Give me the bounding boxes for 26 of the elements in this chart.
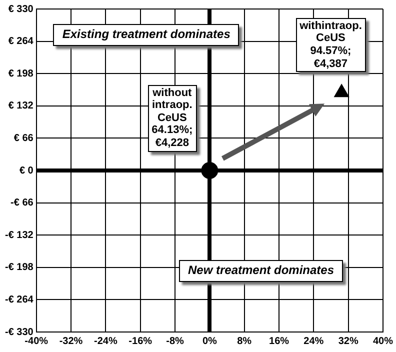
y-tick-label: € 132	[8, 100, 34, 112]
y-tick-label: € 0	[19, 165, 34, 176]
x-tick-label: 16%	[268, 336, 290, 347]
y-tick-label: € 264	[8, 36, 34, 48]
x-tick-label: -16%	[128, 336, 152, 347]
y-tick-label: € 198	[8, 68, 34, 80]
y-tick-label: -€ 66	[10, 198, 34, 209]
y-tick-label: -€ 132	[4, 230, 34, 241]
x-tick-label: 32%	[338, 336, 358, 347]
x-tick-label: -40%	[24, 336, 48, 347]
y-tick-label: € 330	[8, 4, 34, 15]
y-tick-label: -€ 198	[4, 262, 34, 274]
x-tick-label: -32%	[59, 336, 83, 347]
x-tick-label: 0%	[202, 336, 218, 347]
x-tick-label: -24%	[94, 336, 118, 347]
x-tick-label: 8%	[237, 336, 252, 347]
y-tick-label: -€ 330	[4, 326, 34, 338]
x-tick-label: -8%	[166, 336, 184, 347]
y-tick-label: -€ 264	[4, 294, 34, 306]
annotation: New treatment dominates	[178, 260, 344, 282]
x-tick-label: 40%	[372, 336, 394, 347]
y-tick-label: € 66	[14, 132, 34, 144]
annotation: Existing treatment dominates	[53, 24, 240, 46]
x-tick-label: 24%	[304, 336, 324, 347]
annotation: without intraop. CeUS 64.13%; €4,228	[148, 84, 197, 152]
annotation: withintraop. CeUS 94.57%; €4,387	[296, 18, 366, 72]
